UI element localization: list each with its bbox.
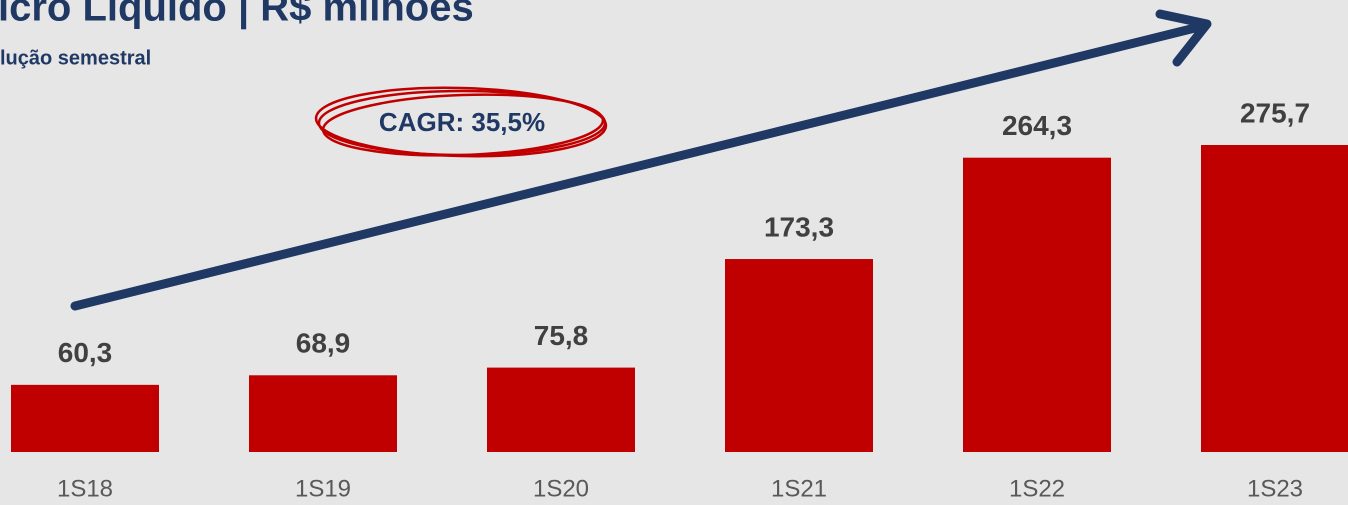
trend-arrow: [70, 9, 1212, 311]
x-tick-label: 1S21: [771, 475, 827, 502]
value-label: 68,9: [296, 328, 351, 359]
x-tick-label: 1S22: [1009, 475, 1065, 502]
chart-title: icro Líquido | R$ milhões: [0, 0, 474, 30]
bar: [963, 157, 1111, 453]
x-tick-label: 1S18: [57, 475, 113, 502]
chart-subtitle: lução semestral: [0, 47, 151, 69]
arrow-shaft: [70, 23, 1200, 311]
bar: [725, 259, 873, 452]
bar: [487, 367, 635, 452]
value-label: 60,3: [58, 337, 113, 368]
bar: [1201, 145, 1348, 452]
scribble: [314, 86, 608, 158]
x-tick-label: 1S20: [533, 475, 589, 502]
value-label: 75,8: [534, 320, 589, 351]
value-label: 173,3: [764, 211, 834, 242]
bar: [11, 384, 159, 452]
value-label: 275,7: [1240, 97, 1310, 128]
annotation: CAGR: 35,5%: [379, 107, 545, 137]
x-tick-label: 1S19: [295, 475, 351, 502]
x-tick-label: 1S23: [1247, 475, 1303, 502]
arrow-head: [1155, 9, 1212, 67]
annotation-circle: [314, 86, 608, 158]
bar: [249, 375, 397, 452]
value-label: 264,3: [1002, 110, 1072, 141]
